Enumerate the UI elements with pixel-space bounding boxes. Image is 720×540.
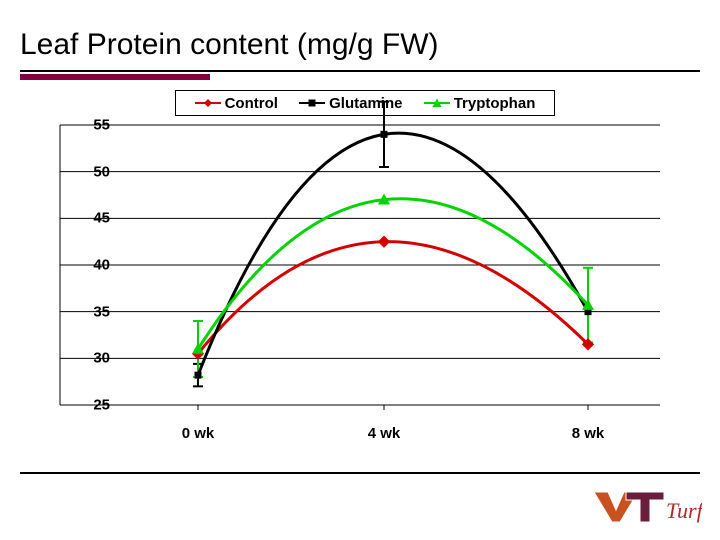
footer-rule: [20, 472, 700, 474]
legend-item-tryptophan: Tryptophan: [424, 95, 536, 112]
legend-item-control: Control: [195, 95, 278, 112]
accent-rule: [20, 74, 210, 80]
triangle-icon: [424, 96, 450, 110]
y-tick-label: 55: [70, 117, 110, 134]
svg-text:Turf: Turf: [666, 498, 702, 523]
y-tick-label: 50: [70, 163, 110, 180]
vt-turf-logo: Turf: [592, 488, 702, 526]
diamond-icon: [195, 96, 221, 110]
page-title: Leaf Protein content (mg/g FW): [20, 28, 439, 62]
y-tick-label: 25: [70, 397, 110, 414]
x-tick-label: 0 wk: [182, 425, 215, 442]
legend-label: Control: [225, 95, 278, 112]
y-tick-label: 30: [70, 350, 110, 367]
title-rule: [20, 70, 700, 72]
x-tick-label: 8 wk: [572, 425, 605, 442]
chart-legend: Control Glutamine Tryptophan: [175, 90, 555, 116]
legend-label: Tryptophan: [454, 95, 536, 112]
line-chart: [60, 125, 660, 405]
x-tick-label: 4 wk: [368, 425, 401, 442]
chart-svg: [60, 125, 660, 405]
y-tick-label: 40: [70, 257, 110, 274]
square-icon: [299, 96, 325, 110]
y-tick-label: 35: [70, 303, 110, 320]
legend-item-glutamine: Glutamine: [299, 95, 402, 112]
legend-label: Glutamine: [329, 95, 402, 112]
y-tick-label: 45: [70, 210, 110, 227]
